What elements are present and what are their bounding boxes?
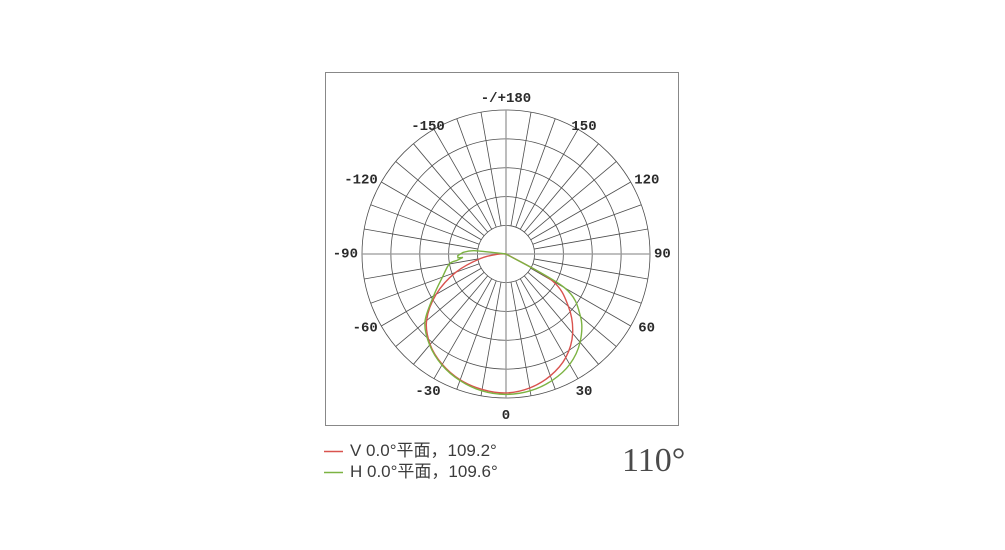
svg-text:-30: -30 — [415, 384, 440, 400]
svg-text:-120: -120 — [344, 173, 378, 189]
svg-text:-150: -150 — [411, 119, 445, 135]
svg-text:30: 30 — [576, 384, 593, 400]
svg-text:90: 90 — [654, 247, 671, 263]
svg-text:-/+180: -/+180 — [481, 91, 531, 107]
svg-text:-60: -60 — [353, 321, 378, 337]
svg-text:0: 0 — [502, 408, 510, 424]
svg-text:-90: -90 — [333, 247, 358, 263]
svg-text:150: 150 — [571, 119, 596, 135]
svg-text:60: 60 — [638, 321, 655, 337]
svg-text:V 0.0°平面，109.2°: V 0.0°平面，109.2° — [350, 441, 497, 460]
svg-text:120: 120 — [634, 173, 659, 189]
svg-text:110°: 110° — [622, 442, 685, 479]
svg-text:H 0.0°平面，109.6°: H 0.0°平面，109.6° — [350, 462, 498, 481]
